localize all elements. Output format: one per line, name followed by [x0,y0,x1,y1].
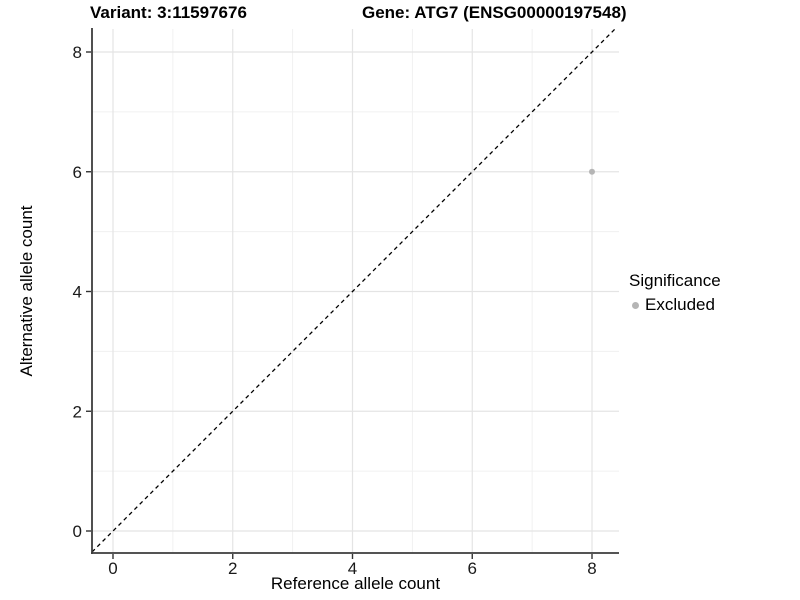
y-tick-label: 2 [73,402,82,421]
gene-title: Gene: ATG7 (ENSG00000197548) [362,3,627,22]
y-axis-title: Alternative allele count [17,205,36,377]
excluded-point-icon [632,301,639,309]
legend-title: Significance [629,271,721,290]
x-tick-label: 0 [108,559,117,578]
y-tick-label: 8 [73,43,82,62]
variant-title: Variant: 3:11597676 [90,3,247,22]
x-tick-label: 6 [468,559,477,578]
identity-dashed-line [91,28,616,553]
y-tick-label: 0 [73,522,82,541]
x-tick-label: 2 [228,559,237,578]
x-axis-title: Reference allele count [270,574,441,593]
x-tick-label: 4 [348,559,357,578]
legend-item-excluded: Excluded [629,295,721,315]
y-tick-label: 6 [73,163,82,182]
legend: Significance Excluded [629,271,721,315]
legend-item-label: Excluded [645,295,715,314]
data-point [589,168,595,175]
x-tick-label: 8 [587,559,596,578]
y-tick-label: 4 [73,283,82,302]
